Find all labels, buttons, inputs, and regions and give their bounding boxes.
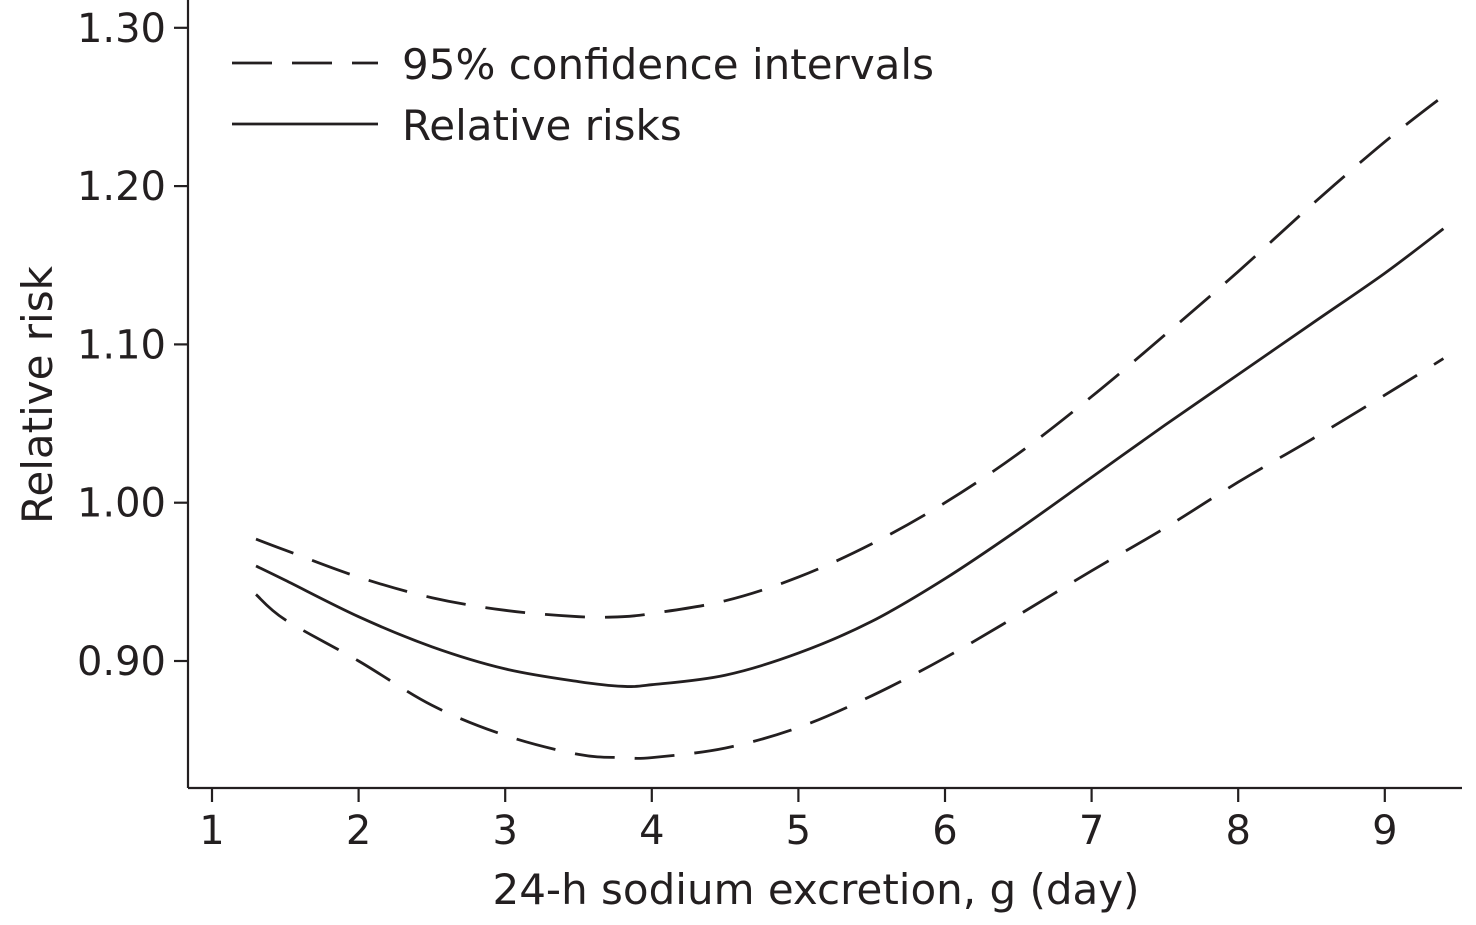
y-axis-ticks: 0.90 1.00 1.10 1.20 1.30 (77, 6, 188, 685)
series-lines (255, 94, 1445, 760)
x-tick-label: 8 (1225, 808, 1250, 854)
ci-lower-line (255, 357, 1445, 760)
legend: 95% confidence intervals Relative risks (232, 40, 934, 150)
x-tick-label: 3 (492, 808, 517, 854)
x-tick-label: 6 (932, 808, 957, 854)
y-tick-label: 1.10 (77, 322, 166, 368)
x-tick-label: 2 (346, 808, 371, 854)
x-axis-ticks: 1 2 3 4 5 6 7 8 9 (199, 788, 1398, 854)
ci-upper-line (255, 94, 1445, 619)
relative-risk-line (255, 227, 1445, 688)
y-tick-label: 0.90 (77, 639, 166, 685)
x-tick-label: 1 (199, 808, 224, 854)
y-axis-title: Relative risk (13, 265, 62, 524)
x-tick-label: 7 (1079, 808, 1104, 854)
x-tick-label: 4 (639, 808, 664, 854)
legend-label-ci: 95% confidence intervals (402, 40, 934, 89)
x-axis-title: 24-h sodium excretion, g (day) (492, 865, 1139, 914)
y-tick-label: 1.20 (77, 164, 166, 210)
x-tick-label: 9 (1372, 808, 1397, 854)
y-tick-label: 1.30 (77, 6, 166, 52)
y-tick-label: 1.00 (77, 481, 166, 527)
axes (186, 0, 1462, 790)
legend-label-rr: Relative risks (402, 101, 682, 150)
x-tick-label: 5 (786, 808, 811, 854)
